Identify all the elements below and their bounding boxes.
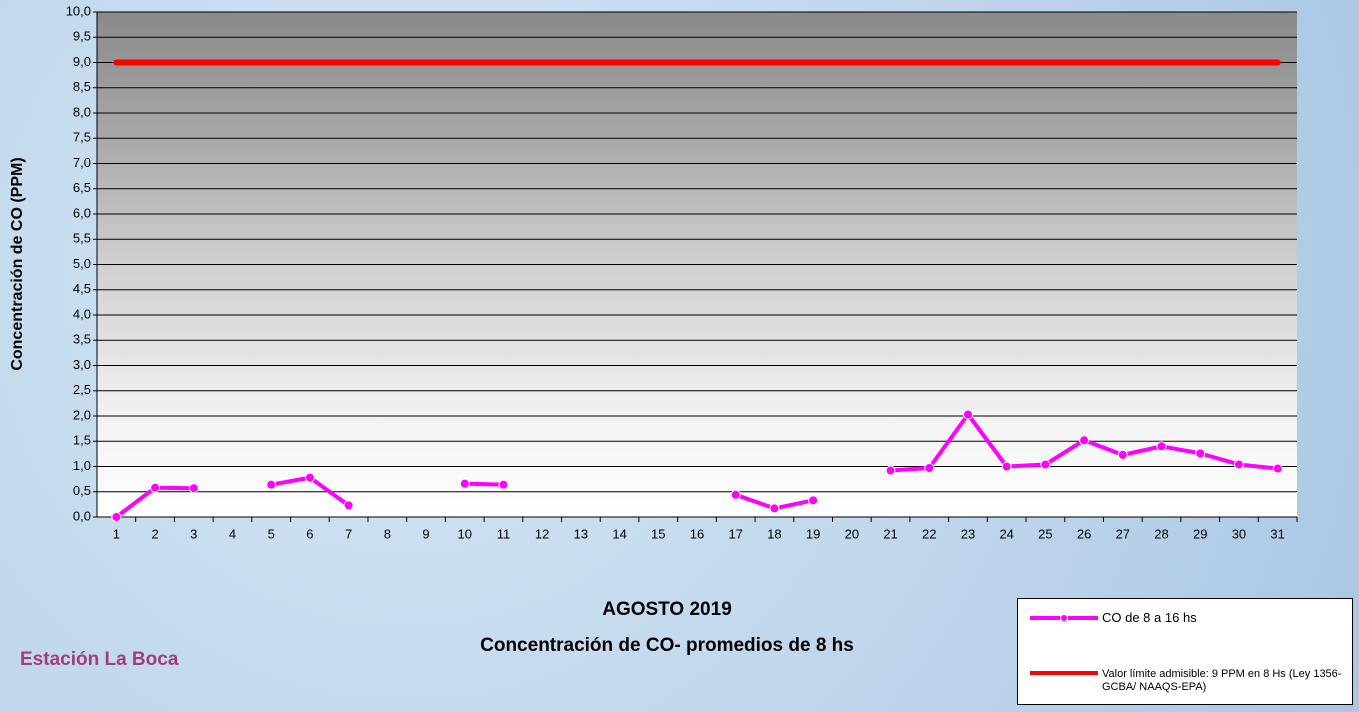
y-tick-label: 4,5 <box>73 281 91 296</box>
y-tick-label: 7,0 <box>73 155 91 170</box>
y-tick-label: 3,0 <box>73 357 91 372</box>
y-tick-label: 6,0 <box>73 205 91 220</box>
data-point <box>111 512 122 522</box>
legend-swatches <box>1030 614 1098 675</box>
data-point <box>188 483 199 494</box>
data-point <box>769 503 780 514</box>
data-point <box>1117 449 1128 460</box>
x-tick-label: 23 <box>961 526 975 541</box>
x-tick-label: 28 <box>1154 526 1168 541</box>
y-tick-label: 9,5 <box>73 29 91 44</box>
x-tick-label: 13 <box>574 526 588 541</box>
y-tick-label: 2,0 <box>73 407 91 422</box>
y-tick-label: 7,5 <box>73 130 91 145</box>
data-point <box>924 463 935 474</box>
x-tick-label: 14 <box>612 526 626 541</box>
data-point <box>730 489 741 500</box>
y-tick-label: 8,0 <box>73 104 91 119</box>
legend-label: Valor límite admisible: 9 PPM en 8 Hs (L… <box>1102 668 1342 693</box>
x-tick-label: 19 <box>806 526 820 541</box>
x-tick-label: 22 <box>922 526 936 541</box>
data-point <box>808 495 819 506</box>
x-tick-label: 8 <box>384 526 391 541</box>
x-tick-label: 24 <box>999 526 1013 541</box>
data-point <box>343 500 354 511</box>
y-tick-label: 4,0 <box>73 306 91 321</box>
data-point <box>1195 448 1206 459</box>
chart-title: AGOSTO 2019 <box>602 599 732 620</box>
data-point <box>1156 441 1167 452</box>
y-tick-label: 0,5 <box>73 483 91 498</box>
x-tick-label: 31 <box>1270 526 1284 541</box>
x-tick-label: 12 <box>535 526 549 541</box>
x-tick-label: 10 <box>458 526 472 541</box>
data-point <box>1233 459 1244 470</box>
y-tick-label: 6,5 <box>73 180 91 195</box>
x-tick-label: 20 <box>845 526 859 541</box>
y-tick-label: 8,5 <box>73 79 91 94</box>
x-tick-label: 16 <box>690 526 704 541</box>
x-tick-label: 7 <box>345 526 352 541</box>
data-point <box>150 482 161 493</box>
x-tick-label: 30 <box>1232 526 1246 541</box>
x-tick-label: 17 <box>728 526 742 541</box>
x-tick-label: 26 <box>1077 526 1091 541</box>
data-point <box>1001 461 1012 472</box>
x-tick-label: 11 <box>497 526 511 541</box>
data-point <box>266 479 277 490</box>
x-tick-label: 25 <box>1038 526 1052 541</box>
y-tick-label: 3,5 <box>73 332 91 347</box>
x-tick-label: 5 <box>268 526 275 541</box>
station-label: Estación La Boca <box>20 649 179 670</box>
y-tick-label: 10,0 <box>66 3 91 18</box>
y-tick-label: 2,5 <box>73 382 91 397</box>
y-tick-label: 0,0 <box>73 508 91 523</box>
data-point <box>1272 463 1283 474</box>
y-axis-label: Concentración de CO (PPM) <box>9 157 26 370</box>
x-tick-label: 27 <box>1116 526 1130 541</box>
x-tick-label: 3 <box>190 526 197 541</box>
y-tick-label: 9,0 <box>73 54 91 69</box>
data-point <box>304 472 315 483</box>
x-tick-label: 9 <box>422 526 429 541</box>
data-point <box>885 465 896 476</box>
legend-label: CO de 8 a 16 hs <box>1102 610 1197 625</box>
chart-subtitle: Concentración de CO- promedios de 8 hs <box>480 635 854 656</box>
data-point <box>1079 435 1090 446</box>
data-point <box>962 409 973 420</box>
data-point <box>1040 459 1051 470</box>
legend: CO de 8 a 16 hs Valor límite admisible: … <box>1017 598 1353 705</box>
x-tick-label: 2 <box>151 526 158 541</box>
y-tick-label: 5,0 <box>73 256 91 271</box>
y-tick-label: 5,5 <box>73 231 91 246</box>
data-point <box>498 479 509 490</box>
x-tick-label: 18 <box>767 526 781 541</box>
x-tick-label: 29 <box>1193 526 1207 541</box>
x-tick-label: 4 <box>229 526 236 541</box>
x-tick-label: 21 <box>883 526 897 541</box>
data-point <box>459 478 470 489</box>
y-tick-label: 1,0 <box>73 458 91 473</box>
x-tick-label: 1 <box>113 526 120 541</box>
x-tick-label: 15 <box>651 526 665 541</box>
y-tick-label: 1,5 <box>73 433 91 448</box>
x-tick-label: 6 <box>306 526 313 541</box>
legend-marker <box>1060 614 1068 622</box>
